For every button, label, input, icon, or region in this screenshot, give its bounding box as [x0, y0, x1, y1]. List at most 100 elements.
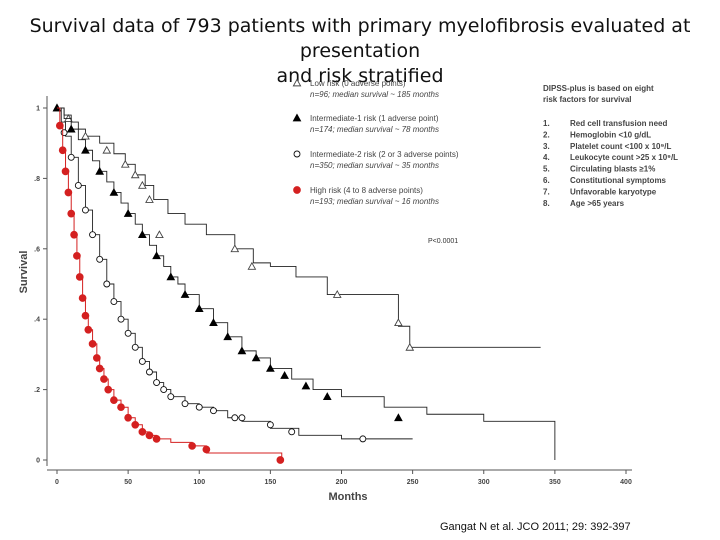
y-tick-label: 0	[36, 458, 40, 465]
low-data-point	[130, 170, 140, 179]
int2-data-point	[96, 255, 104, 263]
high-data-point	[124, 413, 132, 422]
high-data-point	[88, 339, 97, 348]
high-data-point	[64, 188, 73, 197]
int1-data-point	[209, 318, 218, 327]
x-tick-label: 100	[193, 479, 205, 486]
int2-data-point	[138, 357, 146, 365]
low-data-point	[155, 230, 164, 239]
x-tick-label: 350	[549, 479, 561, 486]
x-tick-label: 300	[478, 479, 490, 486]
legend-item-int1: Intermediate-1 risk (1 adverse point) n=1…	[292, 113, 439, 134]
int2-data-point	[359, 435, 367, 443]
y-axis-label: Survival	[18, 251, 30, 294]
risk-factor-number: 4.	[543, 153, 550, 162]
int2-data-point	[238, 414, 246, 422]
legend-item-low: Low risk (0 adverse points) n=96; median …	[292, 78, 439, 99]
high-data-point	[92, 354, 101, 362]
int1-data-point	[166, 272, 176, 281]
int2-data-point	[266, 421, 274, 429]
risk-factor-number: 5.	[543, 165, 550, 174]
x-tick-label: 50	[124, 479, 132, 486]
legend-item-high: High risk (4 to 8 adverse points) n=193; …	[293, 186, 439, 206]
slide-title: Survival data of 793 patients with prima…	[0, 14, 720, 89]
high-data-point	[188, 442, 196, 450]
int2-data-point	[103, 280, 111, 288]
y-tick-label: .6	[34, 246, 40, 253]
series-line-high	[57, 107, 283, 460]
low-data-point	[81, 131, 90, 140]
int2-data-point	[146, 368, 153, 376]
y-tick-label: .4	[34, 317, 40, 324]
high-data-point	[84, 325, 93, 334]
risk-factor-text: Platelet count <100 x 10⁹/L	[570, 142, 672, 151]
risk-factor-text: Unfavorable karyotype	[570, 187, 657, 196]
int1-data-point	[81, 145, 90, 154]
int1-data-point	[322, 392, 332, 400]
int2-data-point	[124, 329, 132, 337]
int1-data-point	[137, 230, 147, 239]
legend-name: High risk (4 to 8 adverse points)	[310, 186, 423, 195]
high-data-point	[95, 364, 104, 373]
y-tick-label: .2	[34, 387, 40, 394]
legend-name: Intermediate-1 risk (1 adverse point)	[310, 114, 439, 123]
high-data-point	[81, 311, 90, 320]
int1-data-point	[109, 187, 119, 196]
legend-int2-data-point	[293, 150, 301, 158]
int2-data-point	[67, 153, 75, 161]
high-data-point	[110, 396, 118, 405]
high-data-point	[67, 209, 76, 218]
citation: Gangat N et al. JCO 2011; 29: 392-397	[440, 521, 631, 533]
series-int2	[57, 107, 413, 443]
legend-int1-data-point	[292, 113, 302, 122]
low-data-point	[405, 342, 415, 351]
int2-data-point	[110, 298, 118, 306]
legend-detail: n=174; median survival ~ 78 months	[310, 125, 439, 134]
int2-data-point	[181, 400, 189, 408]
legend-detail: n=96; median survival ~ 185 months	[310, 90, 439, 99]
risk-factor-text: Constitutional symptoms	[570, 176, 667, 185]
int1-data-point	[266, 363, 275, 372]
low-data-point	[230, 244, 240, 253]
x-tick-label: 250	[407, 479, 419, 486]
slide-title-line-1: Survival data of 793 patients with prima…	[29, 15, 691, 62]
int1-data-point	[223, 332, 233, 341]
legend-name: Intermediate-2 risk (2 or 3 adverse poin…	[310, 150, 459, 159]
axes: 0 50 100 150 200 250 300 350 400 0 .2 .4 .6 .8 1	[34, 96, 632, 486]
info-box-title-line-2: risk factors for survival	[543, 95, 631, 104]
risk-factor-text: Circulating blasts ≥1%	[570, 165, 655, 174]
legend-item-int2: Intermediate-2 risk (2 or 3 adverse poin…	[293, 150, 459, 170]
int1-data-point	[66, 124, 76, 133]
int1-data-point	[301, 381, 311, 390]
int2-data-point	[153, 379, 161, 387]
x-tick-label: 150	[265, 479, 277, 486]
series-line-low	[57, 107, 541, 348]
high-data-point	[70, 230, 78, 239]
risk-factor-number: 6.	[543, 176, 550, 185]
high-data-point	[276, 456, 285, 464]
high-data-point	[58, 146, 67, 155]
int2-data-point	[89, 231, 97, 239]
high-data-point	[117, 403, 125, 412]
series-high	[55, 107, 285, 464]
x-tick-label: 400	[620, 479, 632, 486]
high-data-point	[138, 427, 147, 436]
int1-data-point	[95, 166, 105, 175]
legend-detail: n=193; median survival ~ 16 months	[310, 197, 439, 206]
series-int1	[52, 103, 556, 460]
int2-data-point	[210, 407, 217, 415]
risk-factor-number: 2.	[543, 130, 550, 139]
high-data-point	[73, 251, 81, 260]
risk-factor-number: 7.	[543, 187, 550, 196]
risk-factor-number: 8.	[543, 199, 550, 208]
x-axis-label: Months	[328, 491, 367, 503]
high-data-point	[104, 385, 113, 394]
high-data-point	[145, 431, 154, 440]
low-data-point	[332, 290, 342, 298]
high-data-point	[100, 375, 108, 383]
x-tick-label: 0	[55, 479, 59, 486]
risk-factor-number: 3.	[543, 142, 550, 151]
legend: Low risk (0 adverse points) n=96; median …	[292, 78, 459, 206]
risk-factor-text: Red cell transfusion need	[570, 119, 667, 128]
int2-data-point	[60, 129, 68, 137]
